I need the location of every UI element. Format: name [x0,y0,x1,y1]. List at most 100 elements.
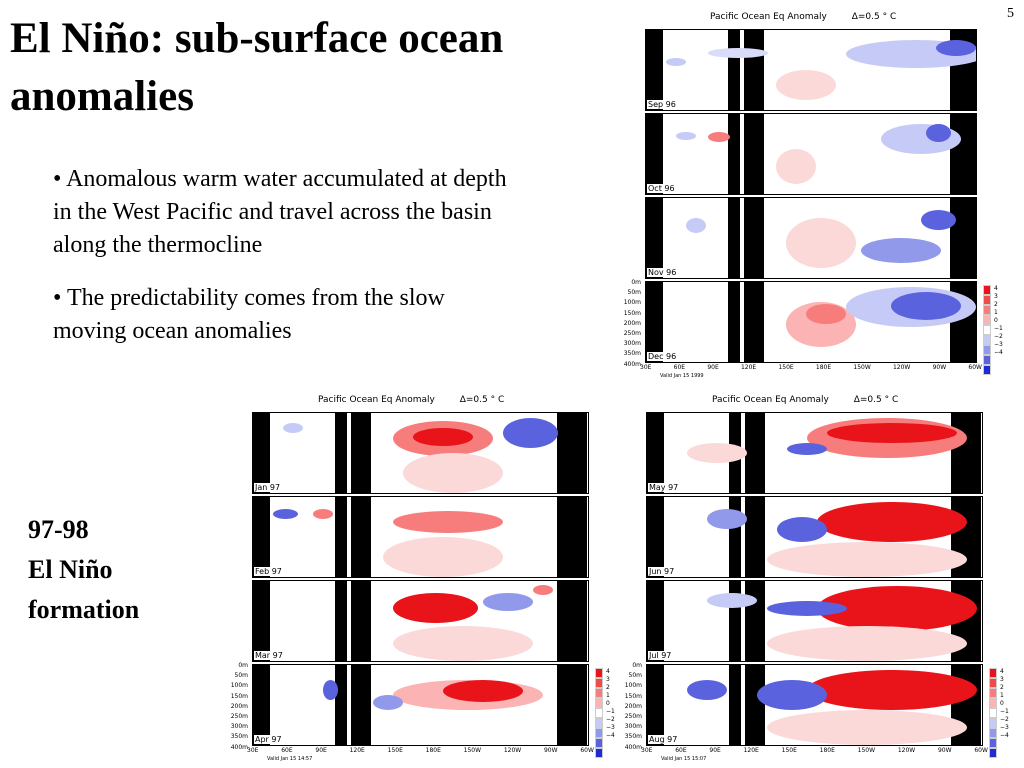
contour-panel: Sep 96 [645,29,977,111]
land-mask [728,114,740,194]
land-mask [351,581,371,661]
depth-tick-label: 400m [623,360,641,368]
longitude-tick-label: 120E [743,747,759,754]
colorbar-swatch [989,738,997,748]
anomaly-contour [483,593,533,611]
land-mask [951,413,981,493]
colorbar-tick-label: −2 [1000,716,1009,723]
land-mask [646,114,663,194]
anomaly-contour [393,626,533,661]
figure-title-text: Pacific Ocean Eq Anomaly [710,12,827,22]
land-mask [351,497,371,577]
longitude-tick-label: 30E [641,747,653,754]
land-mask [744,114,764,194]
longitude-tick-label: 180E [819,747,835,754]
panel-month-label: Apr 97 [254,735,283,744]
longitude-tick-label: 120E [349,747,365,754]
anomaly-contour [313,509,333,519]
colorbar-swatch [983,335,991,345]
anomaly-contour [413,428,473,446]
contour-interval: Δ=0.5 ° C [851,12,897,22]
colorbar-swatch [983,365,991,375]
anomaly-contour [283,423,303,433]
contour-panel: Jan 97 [252,412,589,494]
anomaly-contour [777,517,827,542]
longitude-tick-label: 150E [778,364,794,371]
anomaly-contour [827,423,957,443]
colorbar-swatch [989,728,997,738]
panel-month-label: May 97 [648,483,680,492]
land-mask [351,665,371,745]
anomaly-figure-jan-apr-1997: Pacific Ocean Eq Anomaly Δ=0.5 ° C Jan 9… [220,395,615,768]
land-mask [745,413,765,493]
colorbar-tick-label: −1 [1000,708,1009,715]
depth-tick-label: 0m [238,662,248,669]
depth-axis: 0m 50m 100m 150m 200m 250m 300m 350m 400m [222,661,248,753]
colorbar-tick-label: −2 [994,333,1003,340]
colorbar-tick-label: 1 [606,692,610,699]
longitude-tick-label: 150E [781,747,797,754]
longitude-tick-label: 90W [937,747,952,754]
contour-interval: Δ=0.5 ° C [853,395,899,405]
depth-tick-label: 200m [230,702,248,710]
colorbar [989,668,997,758]
land-mask [646,30,663,110]
land-mask [647,581,664,661]
panel-month-label: Feb 97 [254,567,283,576]
colorbar-swatch [595,688,603,698]
panel-month-label: Aug 97 [648,735,679,744]
longitude-tick-label: 60W [968,364,982,371]
colorbar-tick-label: 3 [1000,676,1004,683]
colorbar-swatch [983,305,991,315]
colorbar-swatch [595,708,603,718]
colorbar-labels: 4 3 2 1 0 −1 −2 −3 −4 [606,668,615,740]
colorbar-swatch [989,718,997,728]
contour-panel: Apr 97 [252,664,589,746]
contour-panel: Nov 96 [645,197,977,279]
depth-tick-label: 50m [627,289,641,297]
figure-title-text: Pacific Ocean Eq Anomaly [318,395,435,405]
longitude-tick-label: 120W [503,747,522,754]
anomaly-contour [687,443,747,463]
longitude-axis: 30E 60E 90E 120E 150E 180E 150W 120W 90W 60W [641,747,988,754]
contour-panel: Jul 97 [646,580,983,662]
colorbar-swatch [983,315,991,325]
land-mask [335,497,347,577]
anomaly-contour [786,218,856,268]
colorbar-swatch [989,668,997,678]
bullet-item: • Anomalous warm water accumulated at de… [53,166,507,258]
colorbar-swatch [989,688,997,698]
land-mask [557,665,587,745]
colorbar [983,285,991,375]
colorbar-tick-label: −4 [1000,732,1009,739]
depth-tick-label: 350m [230,733,248,741]
land-mask [335,413,347,493]
depth-axis: 0m 50m 100m 150m 200m 250m 300m 350m 400m [616,661,642,753]
land-mask [744,198,764,278]
anomaly-contour [767,710,967,745]
longitude-tick-label: 90E [315,747,327,754]
panel-month-label: Jun 97 [648,567,676,576]
longitude-tick-label: 120W [897,747,916,754]
side-label-line: 97-98 [28,515,89,544]
figure-title: Pacific Ocean Eq Anomaly Δ=0.5 ° C [318,395,504,405]
valid-time-label: Valid Jan 15 1999 [660,373,704,379]
land-mask [253,581,270,661]
land-mask [557,581,587,661]
bullet-item: • The predictability comes from the slow… [53,285,445,344]
colorbar-swatch [983,295,991,305]
depth-tick-label: 400m [230,743,248,751]
colorbar-swatch [595,668,603,678]
longitude-tick-label: 30E [640,364,652,371]
colorbar-labels: 4 3 2 1 0 −1 −2 −3 −4 [994,285,1003,357]
colorbar-tick-label: 2 [994,301,998,308]
depth-tick-label: 200m [623,319,641,327]
colorbar-tick-label: −3 [994,341,1003,348]
contour-panel: Mar 97 [252,580,589,662]
colorbar-tick-label: 4 [606,668,610,675]
land-mask [728,30,740,110]
colorbar-tick-label: 0 [994,317,998,324]
longitude-tick-label: 120E [740,364,757,371]
depth-tick-label: 350m [624,733,642,741]
anomaly-contour [383,537,503,577]
